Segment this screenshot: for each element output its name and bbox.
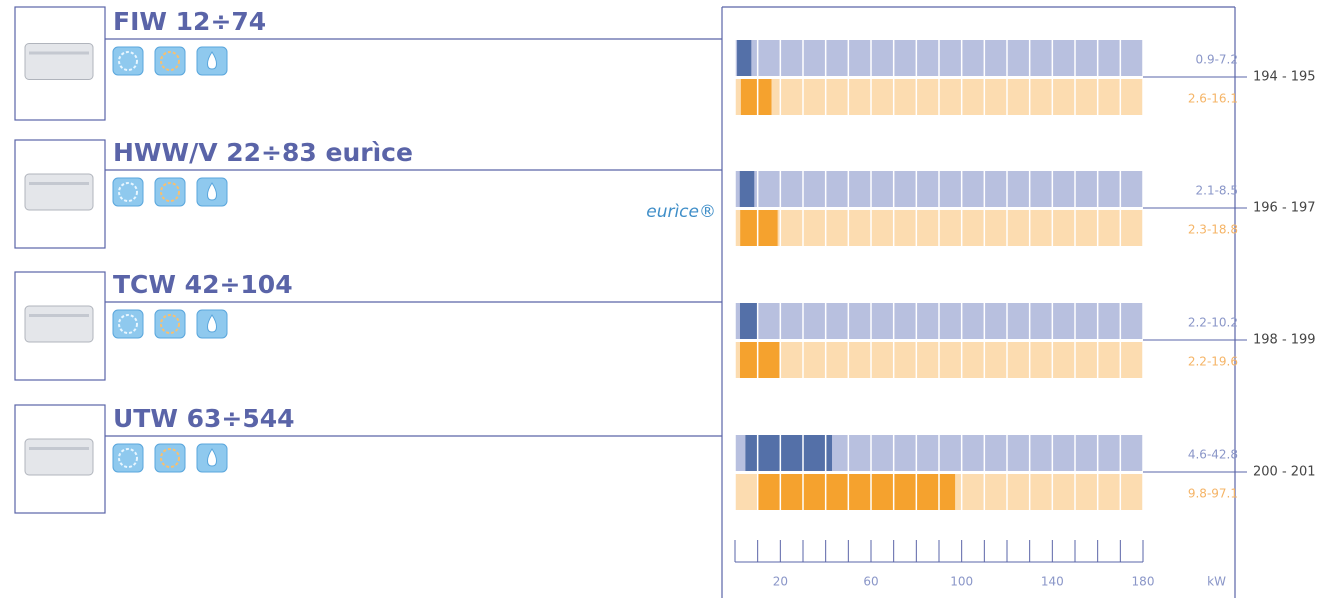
product-image	[25, 439, 93, 475]
page-reference: 200 - 201	[1253, 465, 1316, 480]
page-reference: 198 - 199	[1253, 333, 1316, 348]
range-bar	[740, 210, 777, 246]
brand-annotation: eurìce®	[646, 202, 716, 222]
product-image-detail	[29, 182, 89, 185]
range-bar	[740, 303, 758, 339]
range-bar	[740, 171, 755, 207]
product-image	[25, 174, 93, 210]
product-title: FIW 12÷74	[113, 7, 266, 36]
product-image-detail	[29, 314, 89, 317]
product-image	[25, 44, 93, 80]
value-label: 0.9-7.2	[1196, 53, 1239, 67]
x-tick-label: 140	[1041, 575, 1064, 589]
value-label: 4.6-42.8	[1188, 448, 1238, 462]
value-label: 9.8-97.1	[1188, 487, 1238, 501]
product-image	[25, 306, 93, 342]
x-tick-label: 180	[1132, 575, 1155, 589]
value-label: 2.6-16.1	[1188, 92, 1238, 106]
range-bar	[737, 40, 751, 76]
product-title: HWW/V 22÷83 eurìce	[113, 138, 413, 167]
product-title: UTW 63÷544	[113, 404, 295, 433]
value-label: 2.2-10.2	[1188, 316, 1238, 330]
range-bar	[740, 342, 779, 378]
x-tick-label: 100	[950, 575, 973, 589]
x-axis-unit: kW	[1207, 575, 1226, 589]
value-label: 2.1-8.5	[1196, 184, 1239, 198]
range-bar	[757, 474, 955, 510]
page-reference: 196 - 197	[1253, 201, 1316, 216]
product-image-detail	[29, 52, 89, 55]
range-bar	[741, 79, 772, 115]
x-tick-label: 20	[773, 575, 788, 589]
value-label: 2.3-18.8	[1188, 223, 1238, 237]
value-label: 2.2-19.6	[1188, 355, 1238, 369]
product-image-detail	[29, 447, 89, 450]
product-title: TCW 42÷104	[113, 270, 293, 299]
chart: eurìce® FIW 12÷74 0.9-7.2 2.6-16.1 194 - 19…	[0, 0, 1332, 598]
page-reference: 194 - 195	[1253, 70, 1316, 85]
x-tick-label: 60	[863, 575, 878, 589]
